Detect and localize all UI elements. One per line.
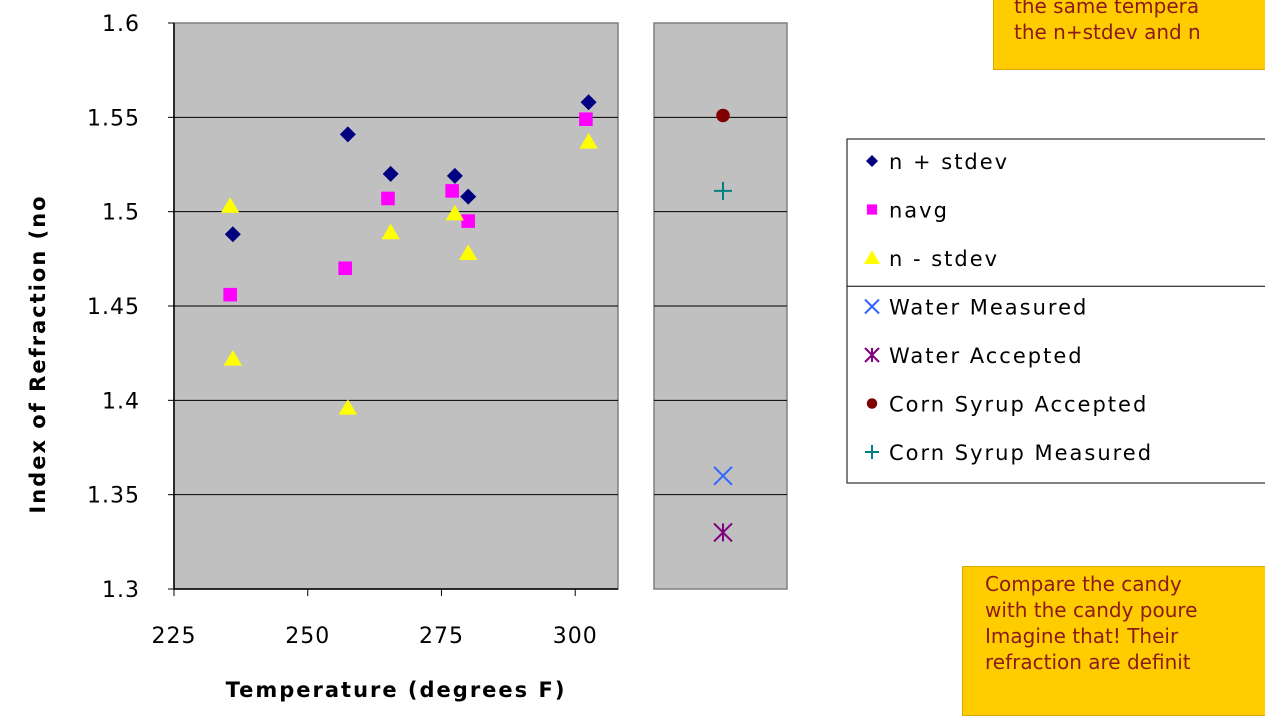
data-point-diamond	[580, 94, 597, 111]
data-point-diamond	[446, 167, 463, 184]
legend-label: Corn Syrup Measured	[889, 441, 1153, 465]
legend: n + stdev navg n - stdev Water Measured Wate…	[846, 138, 1265, 484]
legend-box	[846, 138, 1265, 484]
note-bottom-line-3: Imagine that! Their	[985, 624, 1179, 648]
legend-marker-circle	[866, 398, 878, 409]
y-tick-label: 1.55	[87, 106, 140, 131]
legend-marker-square	[866, 204, 878, 215]
x-tick-label: 250	[285, 624, 330, 649]
data-point-triangle	[220, 197, 240, 213]
data-point-triangle	[338, 399, 358, 415]
legend-label: Water Measured	[889, 296, 1088, 320]
data-point-diamond	[224, 226, 241, 243]
data-point-diamond	[460, 188, 477, 205]
note-bottom-line-2: with the candy poure	[985, 598, 1198, 622]
data-point-square	[338, 261, 352, 276]
x-tick-label: 300	[553, 624, 598, 649]
y-tick-label: 1.35	[87, 484, 140, 509]
legend-label: n + stdev	[889, 150, 1009, 174]
main-plot-area	[173, 22, 619, 590]
data-point-square	[381, 191, 395, 206]
legend-label: Corn Syrup Accepted	[889, 393, 1148, 417]
data-point-diamond	[339, 126, 356, 143]
y-axis-title: Index of Refraction (no	[26, 194, 50, 513]
legend-marker-x	[864, 298, 880, 315]
y-tick-label: 1.4	[102, 389, 140, 414]
legend-marker-plus	[865, 445, 879, 459]
data-point-triangle	[381, 223, 400, 240]
data-point-x	[713, 466, 733, 486]
data-point-plus	[714, 181, 732, 200]
x-tick-label: 225	[152, 624, 197, 649]
data-point-triangle	[223, 350, 243, 366]
data-point-star	[713, 522, 733, 543]
data-point-diamond	[382, 165, 399, 182]
data-point-triangle	[459, 244, 478, 260]
note-top-line-1: the same tempera	[1014, 0, 1200, 18]
data-point-triangle	[579, 133, 598, 149]
legend-marker-diamond	[866, 155, 878, 167]
legend-label: Water Accepted	[889, 344, 1084, 368]
note-top: the same tempera the n+stdev and n	[993, 0, 1265, 70]
note-top-line-2: the n+stdev and n	[1014, 20, 1201, 44]
data-point-circle	[716, 108, 730, 123]
legend-label: n - stdev	[889, 247, 999, 271]
x-axis-ticks: 225 250 275 300	[152, 588, 618, 649]
data-point-square	[579, 112, 593, 127]
x-tick-label: 275	[419, 624, 464, 649]
y-axis-ticks: 1.3 1.35 1.4 1.45 1.5 1.55 1.6	[87, 12, 175, 603]
x-axis-title: Temperature (degrees F)	[226, 678, 567, 702]
y-tick-label: 1.6	[102, 12, 140, 37]
legend-marker-triangle	[863, 250, 881, 264]
data-point-square	[445, 184, 459, 198]
reference-plot-area	[653, 22, 788, 590]
note-bottom-line-4: refraction are definit	[985, 650, 1191, 674]
legend-marker-star	[864, 347, 880, 363]
data-point-square	[461, 214, 476, 228]
y-tick-label: 1.45	[87, 295, 140, 320]
y-tick-label: 1.3	[102, 578, 140, 603]
note-bottom: Compare the candy with the candy poure I…	[962, 566, 1265, 716]
data-point-square	[223, 287, 237, 302]
legend-label: navg	[889, 199, 949, 223]
note-bottom-line-1: Compare the candy	[985, 572, 1182, 596]
data-point-triangle	[445, 204, 465, 221]
y-tick-label: 1.5	[102, 201, 140, 226]
